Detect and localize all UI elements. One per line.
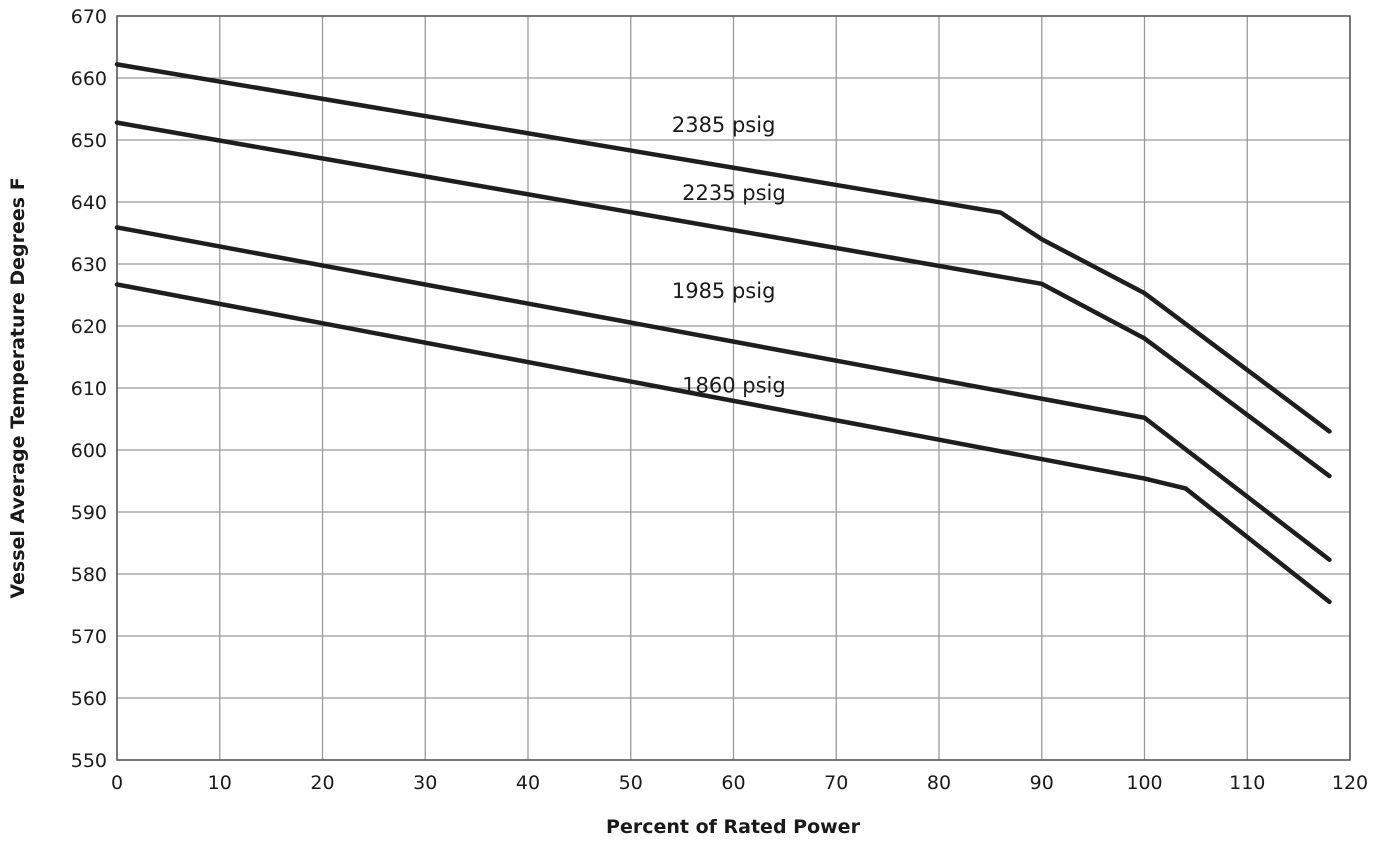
series-line (114, 225, 1332, 562)
series-annotation-label: 1985 psig (672, 279, 776, 303)
series-annotation-label: 2385 psig (672, 113, 776, 137)
y-tick-label: 630 (71, 254, 107, 276)
x-tick-label: 40 (516, 772, 540, 794)
x-tick-label: 10 (208, 772, 232, 794)
y-tick-label: 640 (71, 192, 107, 214)
x-axis-title: Percent of Rated Power (606, 816, 861, 838)
series-annotations: 2385 psig 2235 psig 1985 psig 1860 psig (672, 113, 786, 397)
y-tick-label: 610 (71, 378, 107, 400)
x-axis-ticks: 0 10 20 30 40 50 60 70 80 90 100 110 120 (111, 772, 1368, 794)
series-line (114, 62, 1332, 434)
x-tick-label: 0 (111, 772, 123, 794)
plot-area-frame (116, 15, 1351, 761)
x-tick-label: 50 (619, 772, 643, 794)
series-annotation-label: 1860 psig (682, 373, 786, 397)
x-tick-label: 120 (1332, 772, 1368, 794)
x-tick-label: 60 (721, 772, 745, 794)
y-tick-label: 660 (71, 68, 107, 90)
series-line (114, 282, 1332, 605)
y-axis-ticks: 550 560 570 580 590 600 610 620 630 640 650 660 670 (71, 6, 107, 772)
y-tick-label: 560 (71, 688, 107, 710)
series-lines (114, 62, 1332, 605)
x-tick-label: 70 (824, 772, 848, 794)
series-annotation-label: 2235 psig (682, 181, 786, 205)
y-tick-label: 580 (71, 564, 107, 586)
y-tick-label: 620 (71, 316, 107, 338)
series-line (114, 120, 1332, 479)
x-tick-label: 20 (310, 772, 334, 794)
y-axis-title: Vessel Average Temperature Degrees F (7, 177, 29, 598)
x-tick-label: 30 (413, 772, 437, 794)
x-tick-label: 100 (1126, 772, 1162, 794)
x-tick-label: 110 (1229, 772, 1265, 794)
x-tick-label: 90 (1030, 772, 1054, 794)
y-tick-label: 590 (71, 502, 107, 524)
y-tick-label: 570 (71, 626, 107, 648)
y-tick-label: 670 (71, 6, 107, 28)
y-tick-label: 550 (71, 750, 107, 772)
y-tick-label: 650 (71, 130, 107, 152)
x-tick-label: 80 (927, 772, 951, 794)
y-tick-label: 600 (71, 440, 107, 462)
